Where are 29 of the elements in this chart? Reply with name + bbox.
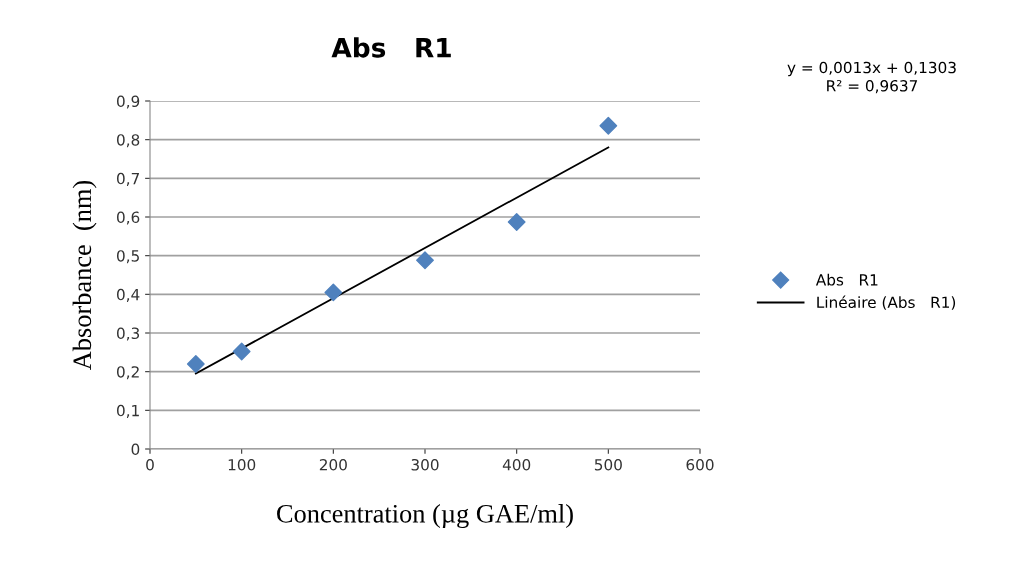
point (186, 355, 205, 373)
y-tick-label: 0,1 (116, 404, 139, 418)
legend-label: Linéaire (Abs R1) (817, 295, 956, 310)
chart-title: Abs R1 (331, 37, 451, 58)
x-tick-label: 200 (319, 458, 347, 471)
point (416, 251, 434, 270)
text: y = 0,0013x + 0,1303 R² = 0,9637 (787, 61, 956, 94)
x-tick-label: 400 (502, 458, 531, 471)
point (507, 213, 526, 231)
point (324, 283, 343, 302)
y-axis-title: Absorbance (nm) (72, 180, 97, 370)
point (232, 342, 251, 361)
point (599, 116, 618, 135)
y-tick-label: 0,5 (116, 250, 139, 264)
x-tick-label: 0 (146, 458, 154, 471)
x-tick-label: 100 (228, 458, 256, 471)
x-tick-label: 600 (686, 458, 714, 471)
y-tick-label: 0,9 (116, 95, 140, 109)
y-tick-label: 0,3 (116, 327, 140, 341)
x-axis-title: Concentration (µg GAE/ml) (277, 504, 573, 529)
legend-label: Abs R1 (815, 273, 878, 286)
y-tick-label: 0 (131, 443, 140, 456)
y-tick-label: 0,4 (116, 288, 140, 302)
x-tick-label: 500 (594, 458, 622, 471)
y-tick-label: 0,2 (116, 366, 139, 380)
y-tick-label: 0,6 (116, 211, 140, 225)
x-tick-label: 300 (411, 458, 439, 471)
y-tick-label: 0,7 (116, 172, 139, 186)
y-tick-label: 0,8 (116, 134, 140, 148)
